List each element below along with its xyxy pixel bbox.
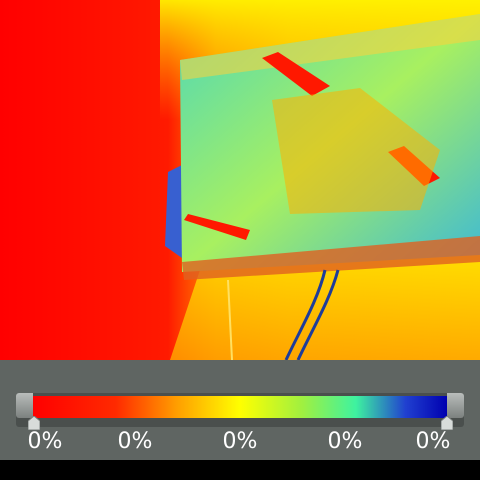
scale-right-cap: [447, 393, 464, 418]
cable-1: [284, 269, 327, 360]
scale-label: 0%: [327, 429, 363, 454]
hot-region-center: [272, 88, 440, 214]
scale-labels: 0% 0% 0% 0% 0%: [0, 428, 480, 456]
device-top-band: [180, 14, 480, 80]
hot-spot-top: [262, 52, 330, 96]
color-scale-bar: [33, 396, 447, 418]
scale-label: 0%: [222, 429, 258, 454]
slider-handle-icon[interactable]: [441, 416, 453, 430]
thermal-image-view: [0, 0, 480, 360]
slider-handle-icon[interactable]: [28, 416, 40, 430]
device-bracket: [165, 165, 182, 258]
scale-label: 0%: [117, 429, 153, 454]
scale-left-cap: [16, 393, 33, 418]
cable-2: [296, 269, 340, 360]
scale-label: 0%: [415, 429, 451, 454]
support-rod: [227, 279, 233, 360]
footer-bar: [0, 460, 480, 480]
color-scale-gradient: [33, 396, 447, 418]
device-edge: [182, 236, 480, 280]
thermal-image: [0, 0, 480, 360]
scale-label: 0%: [27, 429, 63, 454]
hot-spot-left: [184, 214, 250, 240]
